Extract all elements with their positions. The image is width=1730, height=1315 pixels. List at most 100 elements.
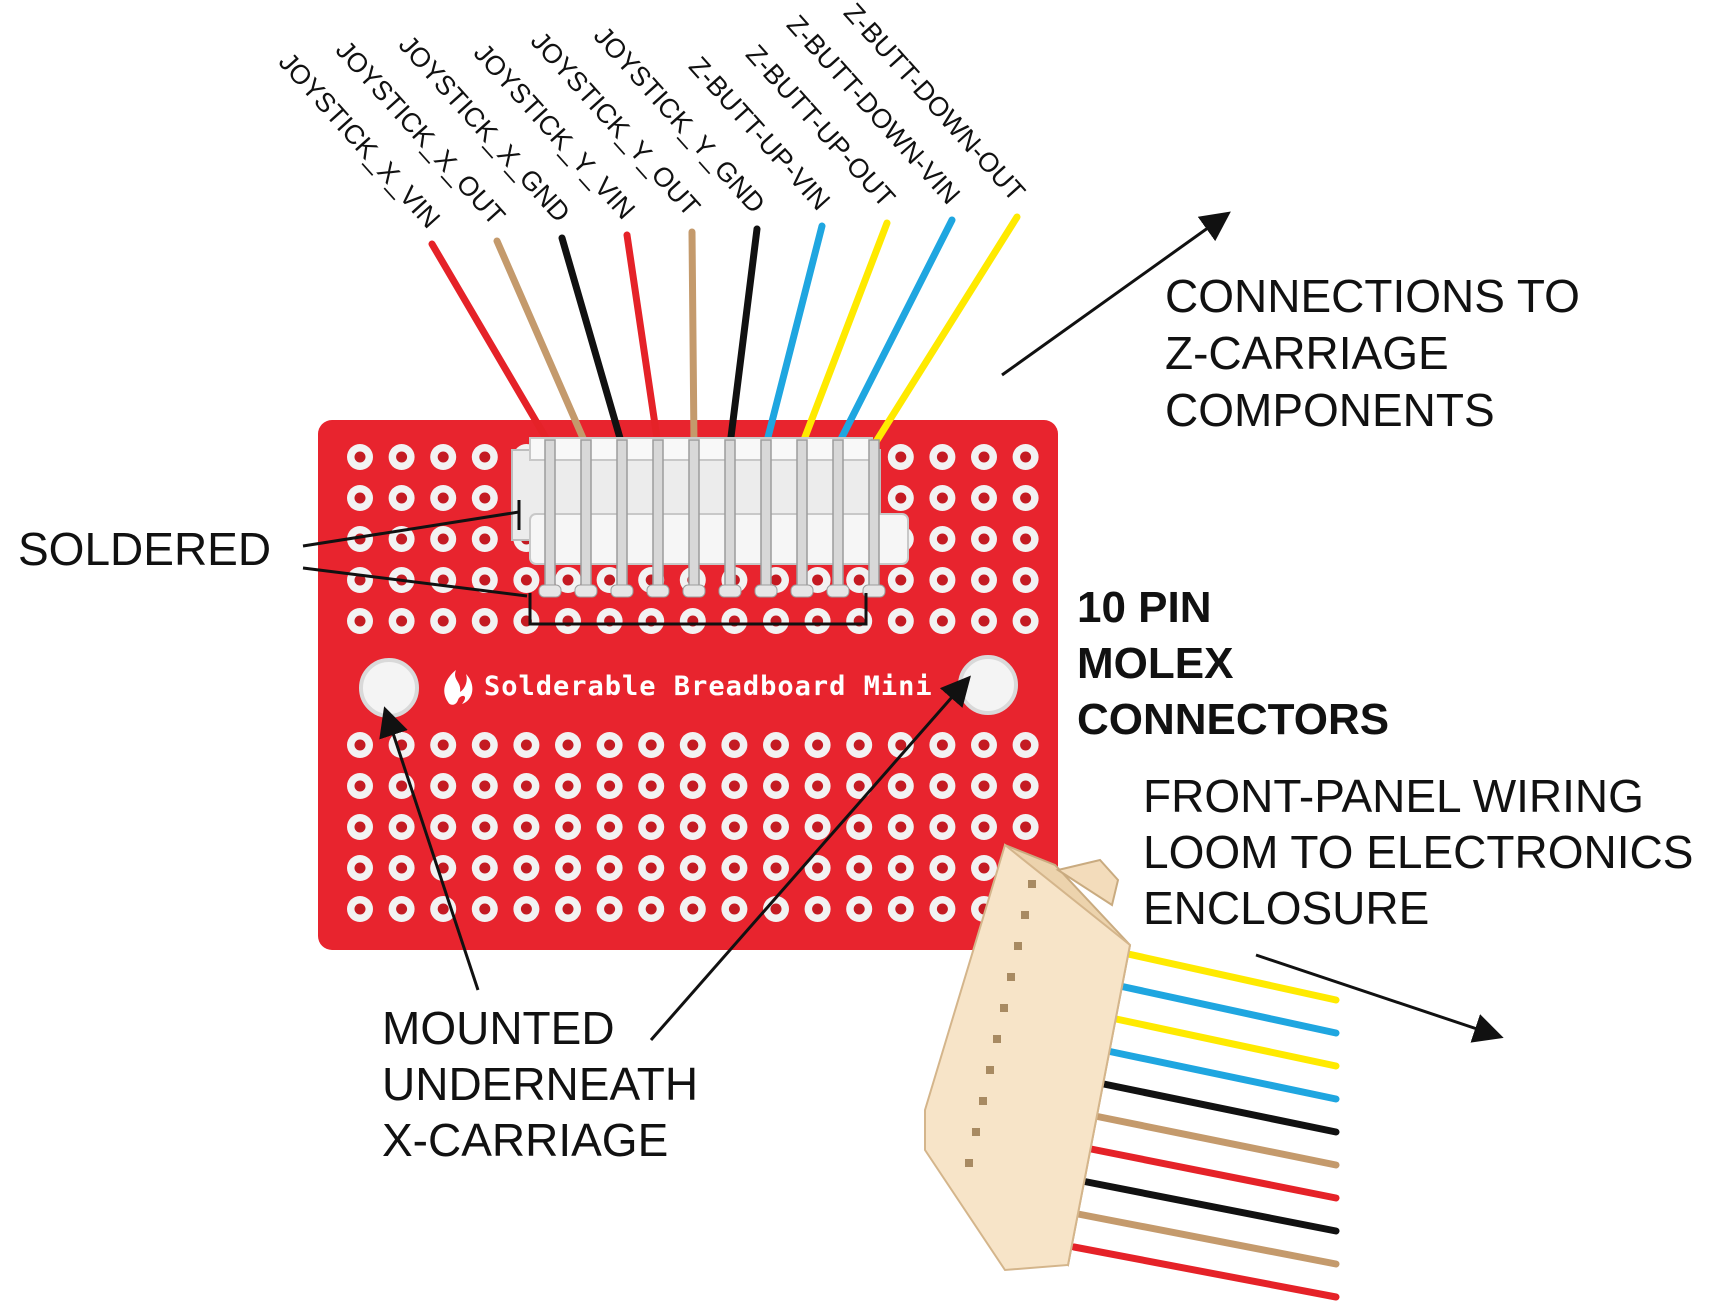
connections-callout: CONNECTIONS TO Z-CARRIAGE COMPONENTS — [1165, 270, 1580, 436]
connector-slot — [972, 1128, 980, 1136]
pad — [388, 896, 415, 922]
connector-slot — [979, 1097, 987, 1105]
loom-wire-yellow — [1098, 1012, 1340, 1070]
wire-tan — [688, 228, 698, 449]
pad — [347, 773, 373, 799]
connections-line-1: CONNECTIONS TO — [1165, 270, 1580, 322]
pad — [804, 896, 831, 922]
connector-slot — [1021, 911, 1029, 919]
pad — [430, 567, 457, 593]
connector-slot — [1028, 880, 1036, 888]
molex-line-1: 10 PIN — [1077, 583, 1212, 632]
loom-wires — [1070, 946, 1340, 1301]
loom-line-3: ENCLOSURE — [1143, 882, 1429, 934]
pad — [887, 608, 914, 634]
pad — [679, 896, 706, 922]
pad — [971, 608, 997, 634]
header-pin — [862, 439, 886, 598]
pad — [471, 485, 498, 511]
connector-latch — [1055, 858, 1120, 907]
pad — [471, 567, 498, 593]
pad — [347, 608, 373, 634]
pad — [513, 896, 540, 922]
pad — [763, 896, 789, 922]
pad — [513, 732, 540, 758]
connections-line-2: Z-CARRIAGE — [1165, 327, 1449, 379]
pad — [846, 732, 873, 758]
wire-red — [623, 231, 662, 449]
loom-wire-red — [1070, 1243, 1340, 1301]
pad — [555, 814, 581, 840]
pad — [929, 485, 956, 511]
loom-callout: FRONT-PANEL WIRING LOOM TO ELECTRONICS E… — [1143, 770, 1693, 934]
pad — [347, 855, 373, 881]
pad — [721, 732, 748, 758]
pad — [721, 896, 748, 922]
mount-hole-right — [958, 655, 1018, 715]
pad — [763, 814, 789, 840]
connector-slot — [993, 1035, 1001, 1043]
pad — [638, 896, 665, 922]
pad — [971, 444, 997, 470]
pad — [513, 567, 540, 593]
mounted-line-1: MOUNTED — [382, 1002, 615, 1054]
pad — [763, 732, 789, 758]
pad — [430, 814, 457, 840]
pad — [347, 567, 373, 593]
pad — [887, 485, 914, 511]
pad — [971, 485, 997, 511]
connector-slots — [965, 880, 1036, 1167]
loom-wire-yellow — [1106, 946, 1340, 1004]
pad — [471, 608, 498, 634]
pad — [513, 855, 540, 881]
pad — [1012, 567, 1039, 593]
wire-black — [726, 225, 761, 449]
pad — [430, 773, 457, 799]
molex-header-male — [511, 437, 909, 598]
pad — [513, 773, 540, 799]
pad — [887, 444, 914, 470]
pad — [721, 814, 748, 840]
wire-tan — [493, 237, 590, 449]
pad — [846, 608, 873, 634]
pad — [388, 444, 415, 470]
pad — [929, 567, 956, 593]
pad — [388, 814, 415, 840]
pad — [804, 608, 831, 634]
header-pin — [754, 439, 778, 598]
wire-red — [428, 240, 554, 449]
pad — [638, 773, 665, 799]
pad — [347, 896, 373, 922]
pad — [887, 773, 914, 799]
pad — [929, 773, 956, 799]
pad — [721, 855, 748, 881]
pad — [388, 485, 415, 511]
pad — [555, 855, 581, 881]
pad — [388, 855, 415, 881]
soldered-leader-2 — [302, 566, 528, 598]
molex-callout: 10 PIN MOLEX CONNECTORS — [1077, 583, 1389, 744]
connector-front-face — [924, 843, 1132, 1272]
pad — [430, 732, 457, 758]
board-silkscreen: Solderable Breadboard Mini — [484, 671, 933, 702]
pad — [596, 773, 623, 799]
pad — [555, 608, 581, 634]
molex-connector-female — [924, 843, 1132, 1272]
pad — [388, 608, 415, 634]
pad — [1012, 773, 1039, 799]
pad — [887, 814, 914, 840]
wire-blue — [762, 222, 826, 449]
pad — [887, 896, 914, 922]
mount-arrow-right — [649, 675, 971, 1041]
pad — [929, 855, 956, 881]
loom-wire-tan — [1074, 1210, 1340, 1268]
header-pins — [538, 439, 886, 598]
connector-slot — [1007, 973, 1015, 981]
pad — [430, 608, 457, 634]
molex-line-2: MOLEX — [1077, 639, 1233, 688]
pad — [347, 485, 373, 511]
mount-hole-left — [359, 658, 419, 718]
pad — [1012, 732, 1039, 758]
pad — [513, 608, 540, 634]
connector-slot — [965, 1159, 973, 1167]
